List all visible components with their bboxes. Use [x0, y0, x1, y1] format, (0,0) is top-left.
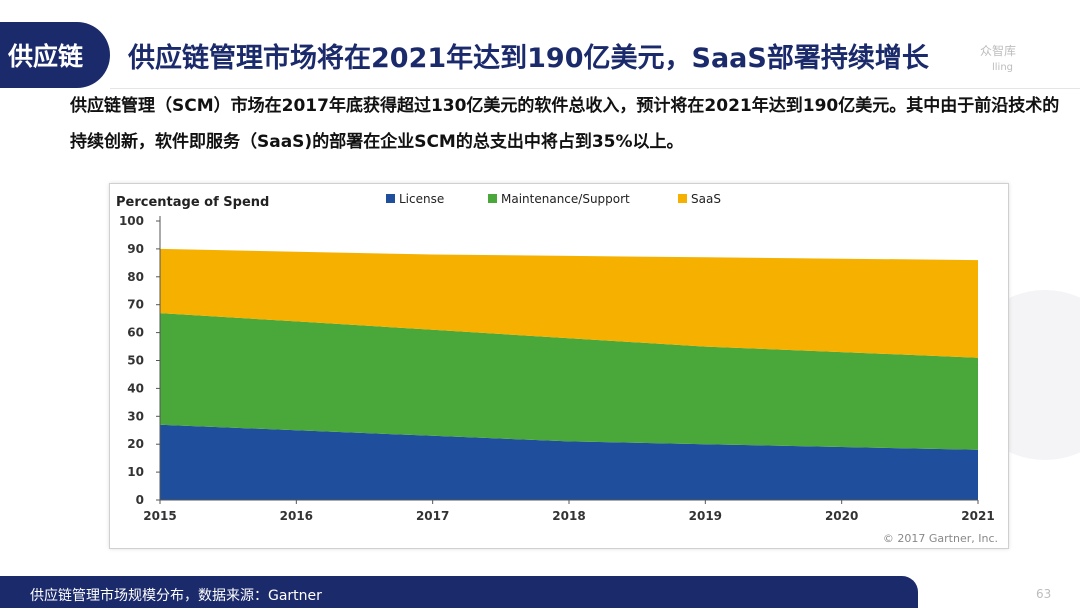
x-tick-label: 2020: [825, 509, 858, 523]
logo-text-line2: lling: [992, 62, 1014, 73]
y-tick-label: 20: [127, 437, 144, 451]
legend-swatch: [678, 194, 687, 203]
legend-label: SaaS: [691, 192, 721, 206]
y-tick-label: 60: [127, 326, 144, 340]
y-tick-label: 50: [127, 354, 144, 368]
section-tab-label: 供应链: [8, 42, 84, 71]
y-tick-label: 80: [127, 270, 144, 284]
brand-logo: 众智库 lling: [960, 42, 1040, 82]
area-series-license: [160, 424, 978, 500]
x-tick-label: 2017: [416, 509, 449, 523]
x-tick-label: 2015: [143, 509, 176, 523]
legend-swatch: [386, 194, 395, 203]
footer-caption: 供应链管理市场规模分布，数据来源：Gartner: [30, 588, 322, 604]
chart-container: 0 10 20 30 40 50 60 70 80 90 100 2015 2016 2017 2018 20…: [109, 183, 1009, 549]
area-chart: 0 10 20 30 40 50 60 70 80 90 100 2015 2016 2017 2018 20…: [116, 192, 998, 545]
x-tick-label: 2016: [280, 509, 313, 523]
page-number: 63: [1036, 587, 1052, 601]
x-tick-label: 2018: [552, 509, 585, 523]
source-note: © 2017 Gartner, Inc.: [883, 532, 998, 545]
area-series-saas: [160, 248, 978, 358]
legend-swatch: [488, 194, 497, 203]
footer-bar: [0, 576, 918, 608]
y-tick-label: 100: [119, 214, 144, 228]
y-tick-label: 40: [127, 381, 144, 395]
x-tick-label: 2021: [961, 509, 994, 523]
section-tab: 供应链: [0, 22, 110, 88]
chart-title: Percentage of Spend: [116, 195, 269, 210]
header-divider: [110, 88, 1080, 89]
intro-paragraph: 供应链管理（SCM）市场在2017年底获得超过130亿美元的软件总收入，预计将在…: [70, 96, 1060, 152]
x-tick-label: 2019: [689, 509, 722, 523]
y-tick-label: 90: [127, 242, 144, 256]
area-series-maintenance-support: [160, 313, 978, 450]
y-tick-label: 70: [127, 298, 144, 312]
legend-label: Maintenance/Support: [501, 192, 630, 206]
legend-label: License: [399, 192, 444, 206]
y-tick-label: 10: [127, 465, 144, 479]
y-tick-label: 0: [136, 493, 144, 507]
page-title: 供应链管理市场将在2021年达到190亿美元，SaaS部署持续增长: [128, 43, 929, 74]
y-tick-label: 30: [127, 409, 144, 423]
logo-text-line1: 众智库: [980, 44, 1017, 58]
